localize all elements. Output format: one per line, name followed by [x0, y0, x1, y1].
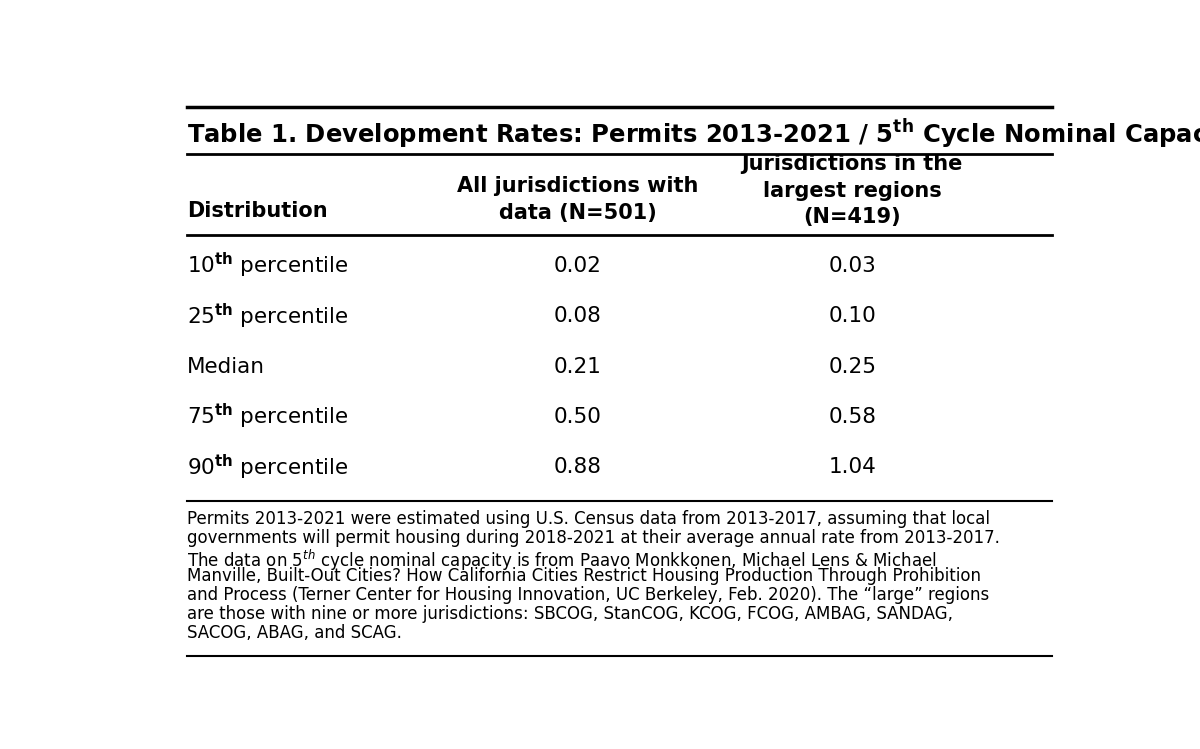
Text: 0.25: 0.25 [828, 357, 876, 377]
Text: 0.10: 0.10 [828, 306, 876, 326]
Text: 75$^{\mathbf{th}}$ percentile: 75$^{\mathbf{th}}$ percentile [187, 402, 349, 431]
Text: Jurisdictions in the
largest regions
(N=419): Jurisdictions in the largest regions (N=… [742, 154, 962, 227]
Text: are those with nine or more jurisdictions: SBCOG, StanCOG, KCOG, FCOG, AMBAG, SA: are those with nine or more jurisdiction… [187, 605, 953, 623]
Text: 0.08: 0.08 [554, 306, 601, 326]
Text: The data on 5$^{th}$ cycle nominal capacity is from Paavo Monkkonen, Michael Len: The data on 5$^{th}$ cycle nominal capac… [187, 548, 937, 573]
Text: 0.50: 0.50 [554, 407, 601, 427]
Text: Manville, Built-Out Cities? How California Cities Restrict Housing Production Th: Manville, Built-Out Cities? How Californ… [187, 567, 982, 585]
Text: Median: Median [187, 357, 265, 377]
Text: 1.04: 1.04 [828, 457, 876, 477]
Text: Distribution: Distribution [187, 201, 328, 221]
Text: 25$^{\mathbf{th}}$ percentile: 25$^{\mathbf{th}}$ percentile [187, 301, 349, 330]
Text: SACOG, ABAG, and SCAG.: SACOG, ABAG, and SCAG. [187, 624, 402, 642]
Text: Table 1. Development Rates: Permits 2013-2021 / 5$^{\mathbf{th}}$ Cycle Nominal : Table 1. Development Rates: Permits 2013… [187, 118, 1200, 151]
Text: 0.02: 0.02 [554, 255, 601, 276]
Text: and Process (Terner Center for Housing Innovation, UC Berkeley, Feb. 2020). The : and Process (Terner Center for Housing I… [187, 586, 990, 604]
Text: 0.58: 0.58 [828, 407, 876, 427]
Text: 0.21: 0.21 [554, 357, 601, 377]
Text: 0.03: 0.03 [828, 255, 876, 276]
Text: Permits 2013-2021 were estimated using U.S. Census data from 2013-2017, assuming: Permits 2013-2021 were estimated using U… [187, 510, 990, 528]
Text: governments will permit housing during 2018-2021 at their average annual rate fr: governments will permit housing during 2… [187, 529, 1000, 547]
Text: 90$^{\mathbf{th}}$ percentile: 90$^{\mathbf{th}}$ percentile [187, 452, 349, 482]
Text: All jurisdictions with
data (N=501): All jurisdictions with data (N=501) [457, 176, 698, 223]
Text: 0.88: 0.88 [553, 457, 601, 477]
Text: 10$^{\mathbf{th}}$ percentile: 10$^{\mathbf{th}}$ percentile [187, 251, 349, 280]
